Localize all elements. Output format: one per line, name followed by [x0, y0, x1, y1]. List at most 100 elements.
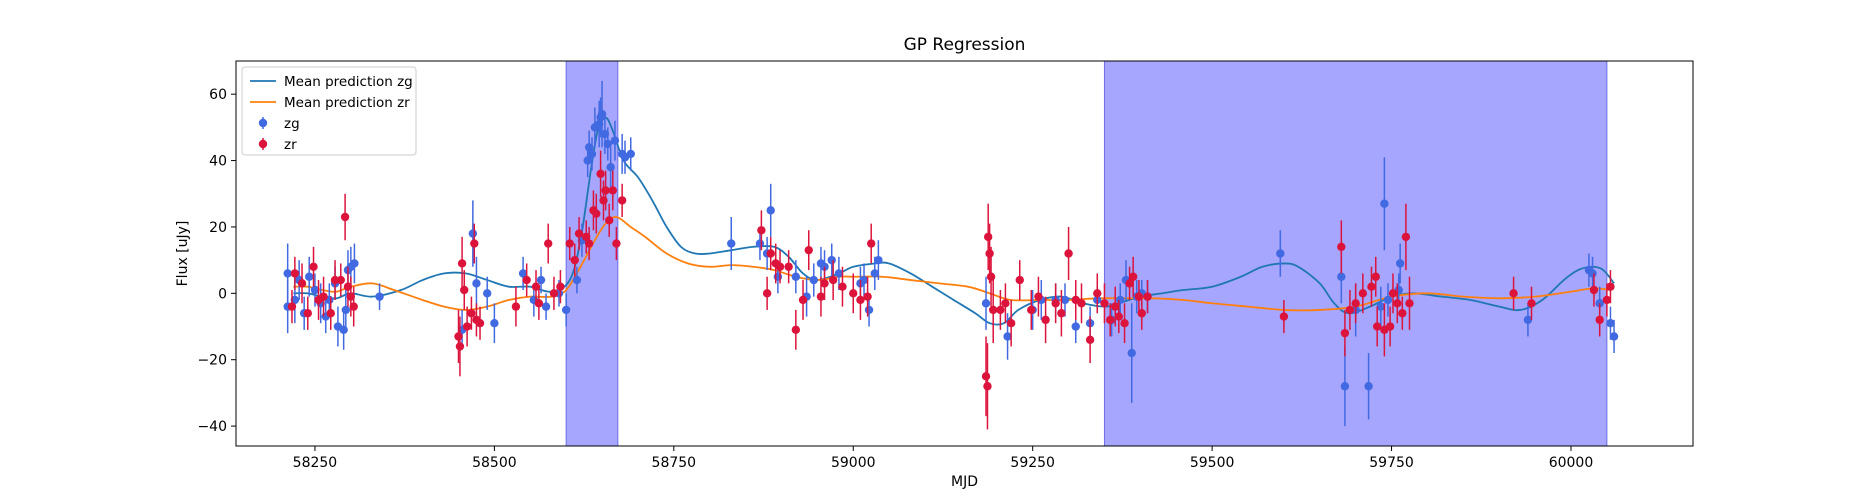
data-point-zr [605, 216, 614, 225]
data-point-zr [582, 232, 591, 242]
data-point-zr [584, 239, 594, 248]
data-point-zr [601, 186, 610, 195]
data-point-zr [1006, 318, 1016, 328]
x-axis: 58250 58500 58750 59000 59250 59500 59750 60000 [293, 446, 1593, 471]
data-point-zg [1380, 199, 1389, 208]
data-point-zr [309, 262, 318, 271]
data-point-zg [341, 305, 351, 315]
data-point-zr [570, 255, 579, 265]
data-point-zr [762, 289, 772, 298]
data-point-zg [1060, 295, 1070, 305]
data-point-zr [319, 292, 328, 301]
data-point-zg [1364, 382, 1373, 391]
data-point-zg [600, 129, 610, 139]
data-point-zr [1128, 272, 1138, 281]
data-point-zr [981, 372, 991, 381]
data-point-zr [1051, 299, 1060, 308]
legend-label: Mean prediction zr [284, 95, 410, 111]
data-point-zr [1367, 282, 1376, 291]
data-point-zg [375, 292, 384, 301]
data-point-zr [1143, 292, 1152, 301]
data-point-zr [989, 305, 998, 315]
data-point-zr [475, 318, 485, 328]
data-point-zr [820, 279, 829, 288]
data-point-zr [549, 289, 559, 298]
y-tick-label: 40 [209, 154, 227, 170]
data-point-zr [1358, 289, 1368, 298]
data-point-zr [1337, 242, 1346, 252]
y-tick-label: 0 [218, 286, 227, 302]
data-point-zr [612, 239, 621, 248]
data-point-zg [483, 289, 492, 298]
data-point-zr [798, 295, 808, 305]
data-point-zg [1523, 315, 1533, 325]
data-point-zg [572, 275, 582, 285]
legend-label: zg [284, 116, 300, 132]
data-point-zr [1595, 315, 1604, 325]
data-point-zr [297, 279, 307, 288]
data-point-zr [455, 342, 465, 351]
data-point-zr [986, 272, 996, 281]
data-point-zg [626, 149, 635, 159]
data-point-zr [287, 302, 297, 311]
data-point-zg [350, 259, 359, 268]
data-point-zr [1111, 302, 1120, 311]
data-point-zr [457, 259, 467, 268]
data-point-zr [828, 275, 838, 285]
data-point-zg [1127, 348, 1136, 358]
data-point-zr [1385, 322, 1395, 331]
data-point-zr [336, 275, 345, 285]
data-point-zg [834, 269, 844, 278]
data-point-zr [1401, 232, 1411, 242]
data-point-zr [1085, 335, 1095, 344]
data-point-zr [599, 196, 608, 205]
data-point-zr [996, 305, 1005, 315]
data-point-zg [827, 255, 836, 265]
data-points [283, 80, 1619, 430]
data-point-zg [864, 305, 874, 315]
data-point-zg [587, 149, 597, 159]
data-point-zg [1588, 269, 1597, 278]
data-point-zr [522, 275, 531, 285]
data-point-zr [1093, 289, 1102, 298]
y-tick-label: 20 [209, 220, 227, 236]
prediction-line-zg [293, 116, 1615, 326]
data-point-zr [816, 292, 826, 301]
data-point-zg [1606, 318, 1615, 328]
y-axis-label: Flux [uJy] [175, 221, 191, 287]
data-point-zg [290, 295, 300, 305]
data-point-zr [1527, 299, 1536, 308]
shaded-region [565, 60, 619, 447]
y-tick-label: −40 [197, 419, 227, 435]
data-point-zr [1057, 309, 1066, 318]
data-point-zr [856, 295, 865, 305]
data-point-zg [597, 109, 607, 119]
data-point-zg [981, 299, 991, 308]
x-tick-label: 58750 [652, 455, 697, 471]
data-point-zr [454, 332, 463, 341]
legend-marker-swatch [258, 139, 268, 149]
data-point-zr [290, 269, 300, 278]
data-point-zg [809, 275, 818, 285]
data-point-zg [536, 275, 546, 285]
data-point-zr [1279, 312, 1289, 321]
data-point-zg [1609, 332, 1619, 341]
data-point-zr [1064, 249, 1073, 258]
data-point-zg [1003, 332, 1012, 341]
x-tick-label: 58250 [293, 455, 338, 471]
data-point-zr [838, 282, 847, 291]
data-point-zg [1116, 295, 1125, 305]
data-point-zr [596, 169, 605, 179]
data-point-zr [757, 226, 766, 235]
data-point-zr [866, 239, 876, 248]
data-point-zr [1371, 272, 1380, 281]
data-point-zr [1077, 299, 1086, 308]
data-point-zg [1383, 295, 1393, 305]
data-point-zr [511, 302, 521, 311]
y-axis: −40 −20 0 20 40 60 [197, 87, 236, 435]
data-point-zr [462, 322, 472, 331]
data-point-zg [1340, 382, 1350, 391]
data-point-zr [1027, 305, 1036, 315]
data-point-zr [775, 262, 785, 271]
